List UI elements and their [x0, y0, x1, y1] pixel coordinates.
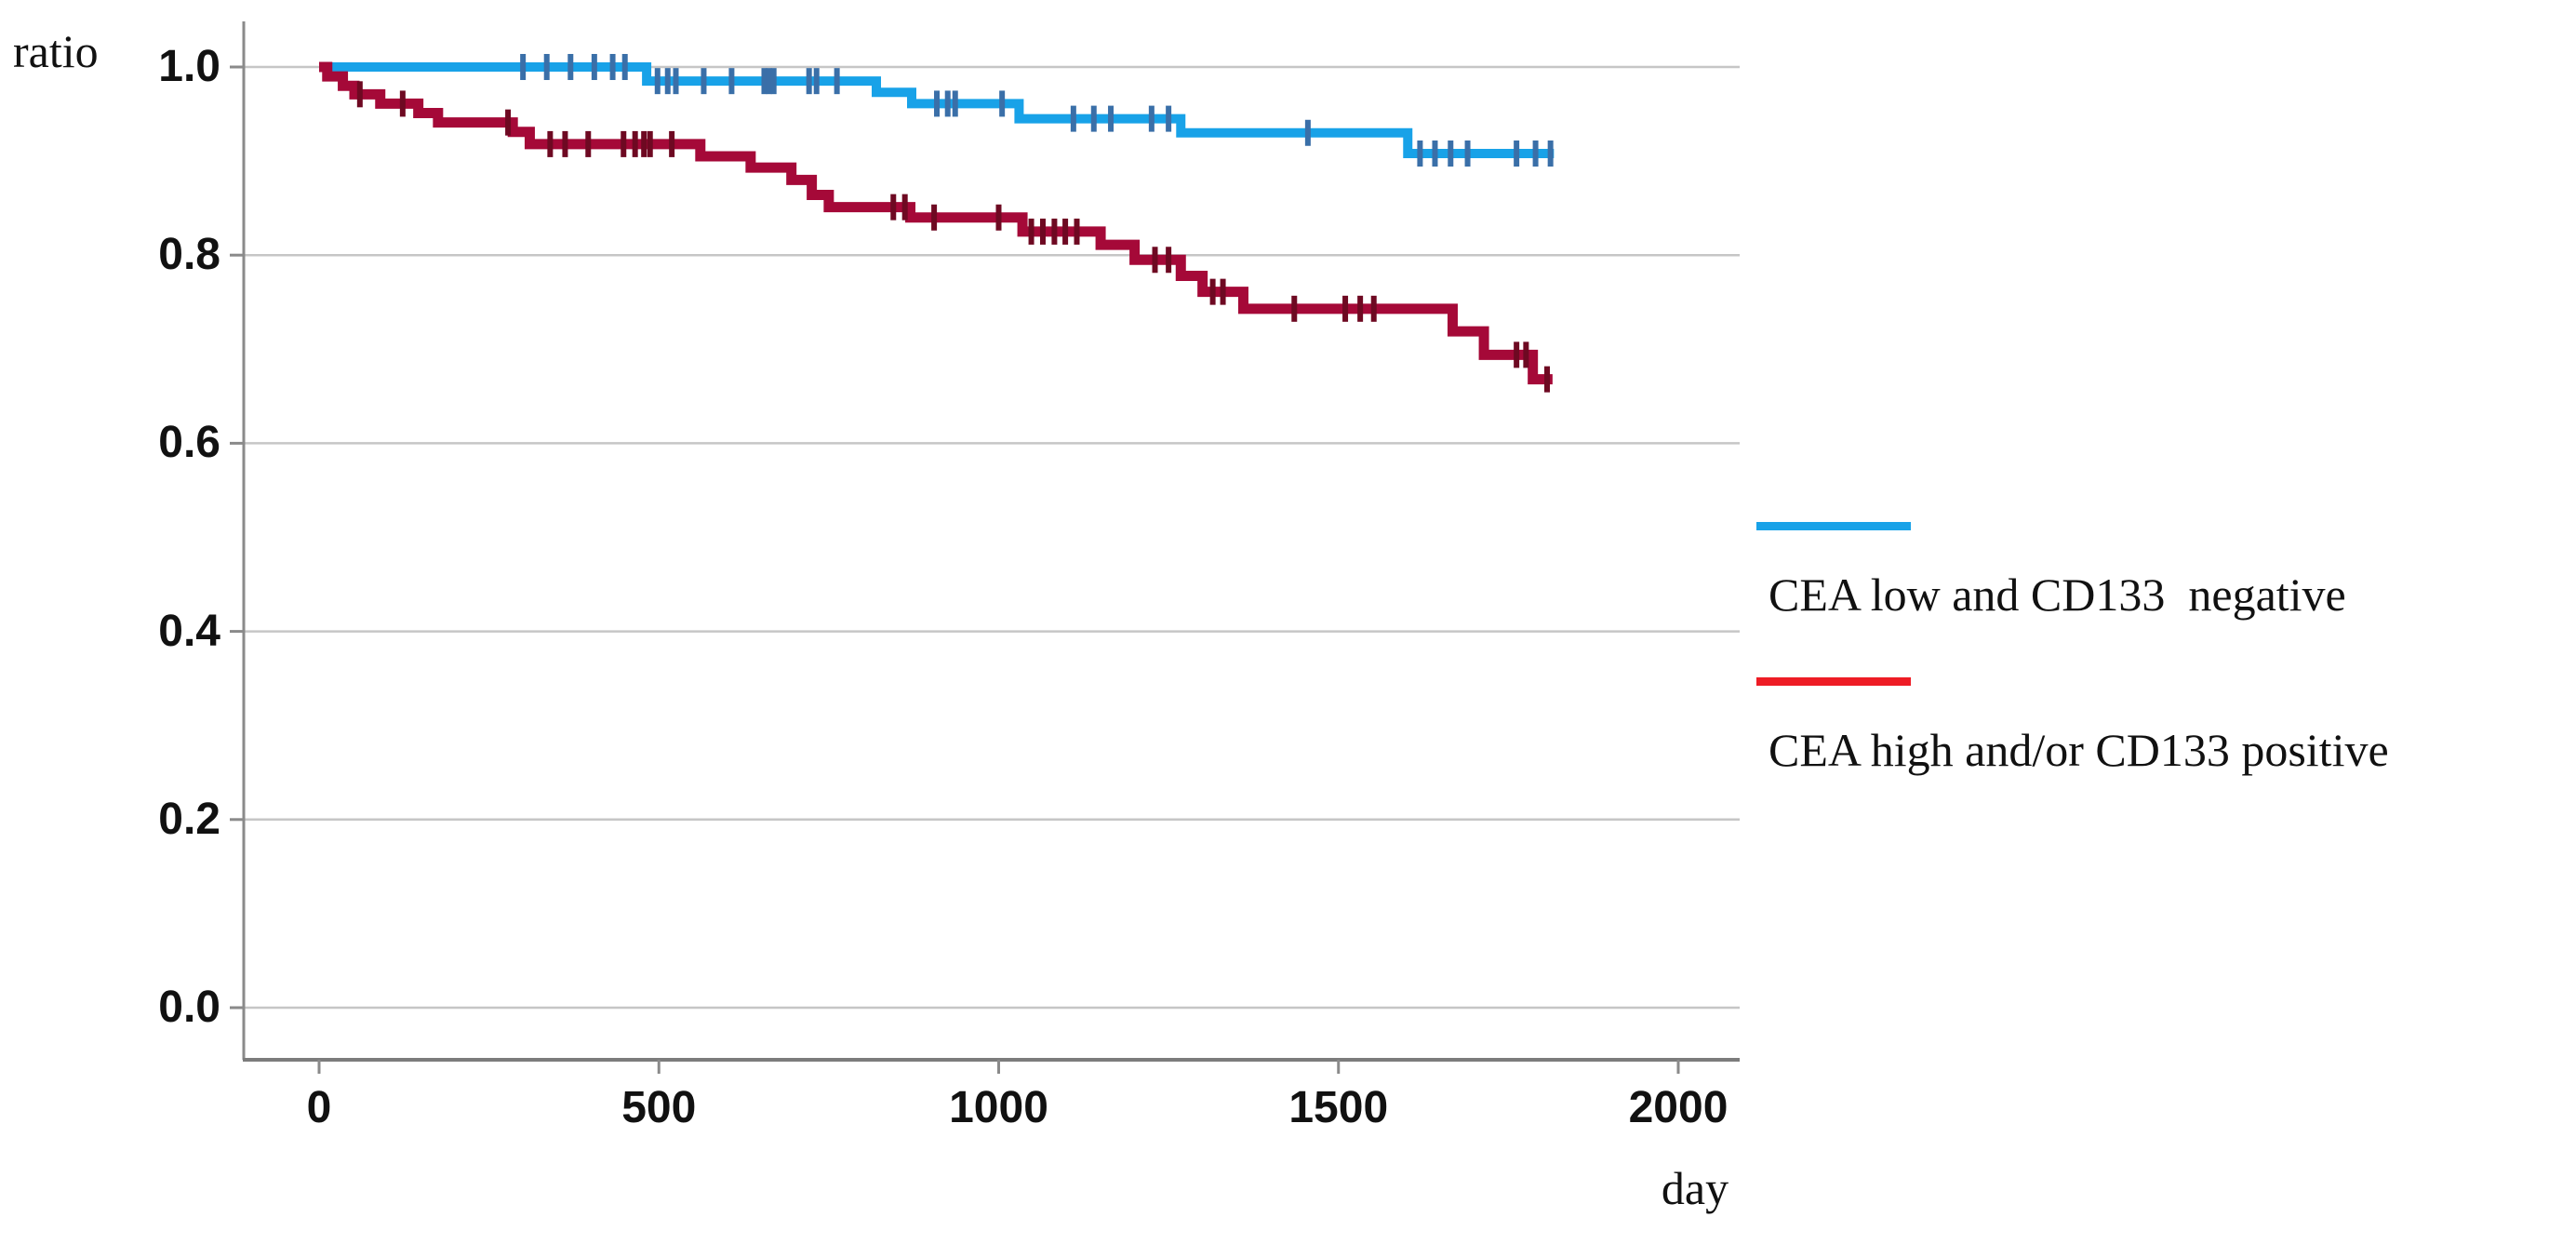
x-tick-label: 1500: [1288, 1083, 1389, 1132]
survival-curve: [319, 61, 1553, 385]
legend-label-red: CEA high and/or CD133 positive: [1768, 724, 2389, 776]
x-axis-title: day: [1661, 1162, 1729, 1214]
y-tick-label: 0.0: [158, 983, 220, 1032]
legend-swatch-blue: [1756, 522, 1911, 530]
y-tick-label: 1.0: [158, 42, 220, 91]
x-tick-label: 0: [306, 1083, 332, 1132]
y-tick-label: 0.6: [158, 418, 220, 468]
legend-label-blue: CEA low and CD133 negative: [1768, 568, 2346, 621]
series-blue: [319, 54, 1555, 167]
x-tick-label: 1000: [949, 1083, 1048, 1132]
x-tick-label: 2000: [1628, 1083, 1728, 1132]
y-tick-label: 0.2: [158, 794, 220, 844]
y-tick-label: 0.8: [158, 230, 220, 280]
legend-swatch-red: [1756, 677, 1911, 686]
y-axis-title: ratio: [13, 25, 99, 77]
series-red: [319, 61, 1553, 393]
survival-curve: [319, 62, 1555, 159]
x-tick-label: 500: [621, 1083, 697, 1132]
y-tick-label: 0.4: [158, 606, 220, 656]
